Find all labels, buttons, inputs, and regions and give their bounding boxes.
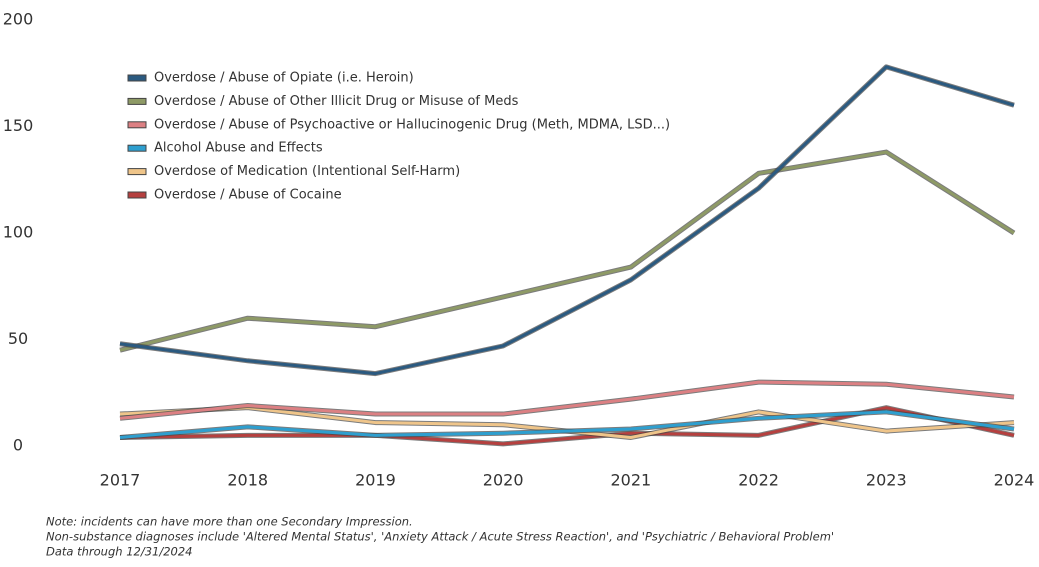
series-line	[119, 410, 1015, 439]
legend-label: Alcohol Abuse and Effects	[154, 141, 323, 156]
x-tick-label: 2020	[483, 471, 524, 490]
footnote: Data through 12/31/2024	[46, 545, 193, 559]
x-tick-label: 2021	[610, 471, 651, 490]
y-tick-label: 0	[13, 436, 23, 455]
series-line	[119, 150, 1015, 352]
series-outline	[119, 64, 1015, 377]
footnote: Non-substance diagnoses include 'Altered…	[46, 530, 834, 544]
y-tick-label: 100	[3, 223, 34, 242]
y-tick-label: 50	[8, 329, 28, 348]
footnote: Note: incidents can have more than one S…	[46, 515, 413, 529]
legend-swatch	[127, 97, 147, 105]
legend-label: Overdose of Medication (Intentional Self…	[154, 164, 460, 179]
legend-swatch	[127, 144, 147, 152]
legend-swatch	[127, 168, 147, 176]
y-tick-label: 150	[3, 116, 34, 135]
legend-label: Overdose / Abuse of Opiate (i.e. Heroin)	[154, 71, 414, 86]
legend-label: Overdose / Abuse of Other Illicit Drug o…	[154, 94, 519, 109]
x-tick-label: 2017	[100, 471, 141, 490]
legend-swatch	[127, 74, 147, 82]
x-tick-label: 2024	[994, 471, 1035, 490]
y-tick-label: 200	[3, 10, 34, 29]
series-line	[119, 380, 1015, 420]
x-tick-label: 2022	[738, 471, 779, 490]
legend-label: Overdose / Abuse of Cocaine	[154, 188, 342, 203]
series-line	[119, 65, 1015, 376]
x-tick-label: 2018	[227, 471, 268, 490]
legend-swatch	[127, 191, 147, 199]
legend-swatch	[127, 121, 147, 129]
legend-label: Overdose / Abuse of Psychoactive or Hall…	[154, 117, 670, 132]
x-tick-label: 2023	[866, 471, 907, 490]
series-outline	[119, 149, 1016, 353]
x-tick-label: 2019	[355, 471, 396, 490]
